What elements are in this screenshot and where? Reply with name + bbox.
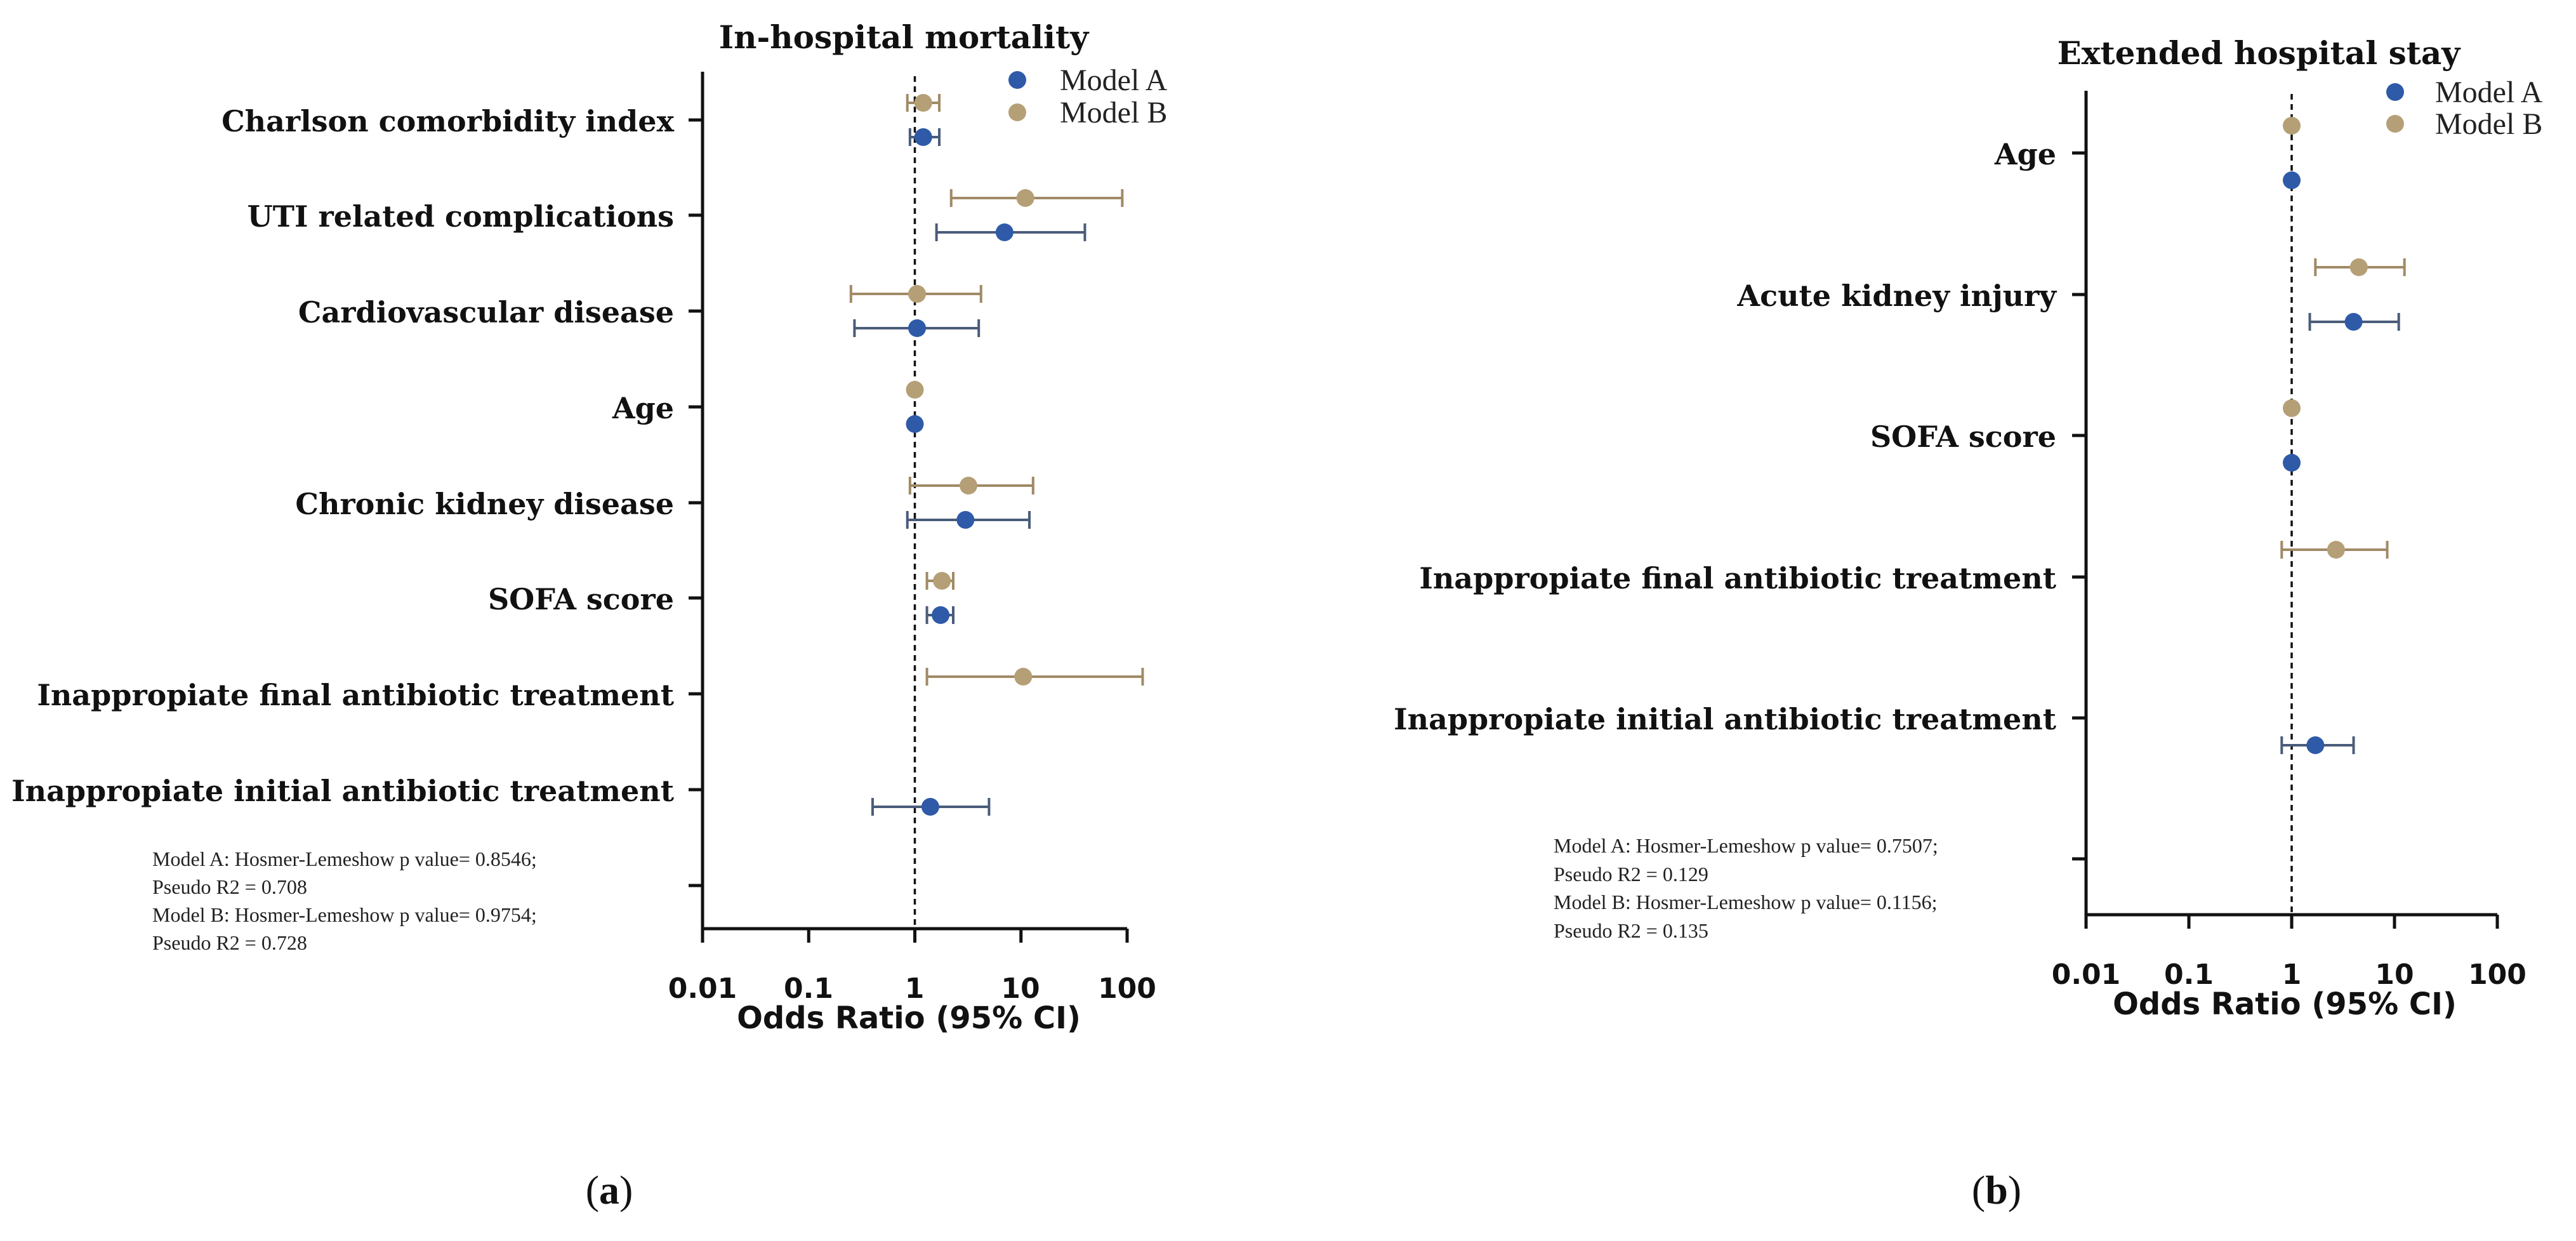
panel-b-title: Extended hospital stay bbox=[2057, 34, 2462, 72]
panel-b-point-model-a bbox=[2283, 454, 2301, 472]
panel-a-x-tick-label: 100 bbox=[1098, 972, 1156, 1005]
panel-b-x-tick-label: 0.01 bbox=[2052, 959, 2121, 991]
panel-b-x-tick-label: 10 bbox=[2375, 959, 2414, 991]
panel-a-note: Pseudo R2 = 0.708 bbox=[152, 875, 307, 898]
panel-b-legend-label-model-b: Model B bbox=[2435, 107, 2542, 141]
panel-a-x-tick-label: 10 bbox=[1001, 972, 1040, 1005]
panel-a-legend-label-model-b: Model B bbox=[1060, 96, 1167, 129]
panel-b-note: Pseudo R2 = 0.135 bbox=[1554, 919, 1708, 942]
panel-b-point-model-a bbox=[2306, 736, 2325, 754]
panel-b-point-model-a bbox=[2344, 313, 2363, 331]
panel-a-category-label: Charlson comorbidity index bbox=[221, 104, 675, 138]
panel-b-point-model-a bbox=[2283, 171, 2301, 189]
panel-a-category-label: Cardiovascular disease bbox=[298, 295, 674, 329]
panel-b-category-label: SOFA score bbox=[1870, 420, 2056, 454]
panel-b-legend-label-model-a: Model A bbox=[2435, 76, 2543, 109]
panel-a-label: (a) bbox=[586, 1167, 633, 1212]
panel-a-data-marks bbox=[849, 94, 1144, 816]
panel-a-point-model-b bbox=[914, 94, 932, 112]
panel-b-legend-marker-model-a bbox=[2386, 83, 2404, 101]
panel-b-legend: Model A Model B bbox=[2386, 76, 2543, 141]
panel-b-data-marks bbox=[2280, 117, 2406, 754]
panel-a-x-tick-label: 1 bbox=[905, 972, 925, 1005]
panel-a-point-model-a bbox=[914, 128, 932, 146]
panel-b-legend-marker-model-b bbox=[2386, 115, 2404, 133]
panel-b-x-tick-label: 1 bbox=[2282, 959, 2302, 991]
panel-a-legend-label-model-a: Model A bbox=[1060, 63, 1168, 97]
panel-b-category-label: Age bbox=[1994, 137, 2056, 171]
panel-a-legend: Model A Model B bbox=[1008, 63, 1168, 129]
panel-a-point-model-a bbox=[995, 223, 1014, 241]
panel-a-point-model-b bbox=[906, 381, 924, 399]
panel-b-x-ticks bbox=[2084, 915, 2499, 929]
panel-b-notes: Model A: Hosmer-Lemeshow p value= 0.7507… bbox=[1554, 834, 1938, 942]
panel-a-legend-marker-model-a bbox=[1008, 71, 1026, 89]
panel-a-legend-marker-model-b bbox=[1008, 103, 1026, 121]
panel-a-x-ticks bbox=[701, 929, 1129, 943]
panel-b-x-tick-label: 100 bbox=[2468, 959, 2526, 991]
panel-a-x-tick-label: 0.01 bbox=[668, 972, 737, 1005]
panel-a-point-model-a bbox=[906, 415, 924, 433]
panel-a-category-label: Inappropiate final antibiotic treatment bbox=[37, 678, 674, 712]
panel-a-point-model-a bbox=[921, 798, 939, 816]
panel-a-title: In-hospital mortality bbox=[719, 18, 1090, 56]
panel-b-y-ticks bbox=[2072, 151, 2086, 861]
panel-b-note: Model A: Hosmer-Lemeshow p value= 0.7507… bbox=[1554, 834, 1938, 857]
panel-a-in-hospital-mortality: In-hospital mortality Model A Model B Ch… bbox=[11, 18, 1168, 1212]
panel-a-x-tick-label: 0.1 bbox=[784, 972, 833, 1005]
panel-b-category-label: Inappropiate initial antibiotic treatmen… bbox=[1394, 702, 2057, 736]
panel-b-point-model-b bbox=[2327, 541, 2345, 559]
panel-b-x-axis-label: Odds Ratio (95% CI) bbox=[2113, 986, 2457, 1022]
panel-a-category-label: Chronic kidney disease bbox=[295, 487, 674, 521]
panel-a-category-label: SOFA score bbox=[488, 582, 674, 616]
panel-a-note: Model B: Hosmer-Lemeshow p value= 0.9754… bbox=[152, 903, 537, 926]
panel-b-note: Model B: Hosmer-Lemeshow p value= 0.1156… bbox=[1554, 891, 1938, 913]
panel-a-x-axis-label: Odds Ratio (95% CI) bbox=[737, 1000, 1081, 1036]
panel-a-notes: Model A: Hosmer-Lemeshow p value= 0.8546… bbox=[152, 847, 537, 954]
panel-a-point-model-a bbox=[908, 319, 927, 337]
panel-b-category-label: Inappropiate final antibiotic treatment bbox=[1419, 561, 2056, 595]
panel-a-category-label: Age bbox=[612, 391, 674, 425]
panel-b-note: Pseudo R2 = 0.129 bbox=[1554, 863, 1708, 886]
panel-a-y-ticks bbox=[689, 118, 703, 887]
panel-b-category-label: Acute kidney injury bbox=[1736, 279, 2057, 313]
panel-a-category-label: UTI related complications bbox=[248, 199, 674, 234]
panel-b-extended-hospital-stay: Extended hospital stay Model A Model B A… bbox=[1394, 34, 2543, 1212]
panel-a-note: Pseudo R2 = 0.728 bbox=[152, 931, 307, 954]
panel-a-point-model-a bbox=[956, 511, 975, 529]
panel-a-point-model-b bbox=[1014, 668, 1033, 686]
panel-b-point-model-b bbox=[2283, 399, 2301, 417]
panel-b-x-tick-labels: 0.01 0.1 1 10 100 bbox=[2052, 959, 2526, 991]
panel-b-point-model-b bbox=[2349, 258, 2368, 276]
panel-a-category-label: Inappropiate initial antibiotic treatmen… bbox=[11, 774, 675, 808]
panel-a-point-model-b bbox=[959, 477, 977, 494]
panel-a-x-tick-labels: 0.01 0.1 1 10 100 bbox=[668, 972, 1156, 1005]
panel-a-category-labels: Charlson comorbidity index UTI related c… bbox=[11, 104, 675, 808]
panel-a-point-model-b bbox=[933, 572, 951, 590]
panel-a-point-model-b bbox=[1016, 189, 1034, 207]
panel-b-x-tick-label: 0.1 bbox=[2164, 959, 2214, 991]
panel-b-category-labels: Age Acute kidney injury SOFA score Inapp… bbox=[1394, 137, 2057, 736]
panel-a-note: Model A: Hosmer-Lemeshow p value= 0.8546… bbox=[152, 847, 537, 870]
panel-b-point-model-b bbox=[2283, 117, 2301, 135]
panel-b-label: (b) bbox=[1972, 1167, 2021, 1212]
panel-a-point-model-b bbox=[908, 285, 927, 303]
panel-a-point-model-a bbox=[932, 606, 950, 624]
